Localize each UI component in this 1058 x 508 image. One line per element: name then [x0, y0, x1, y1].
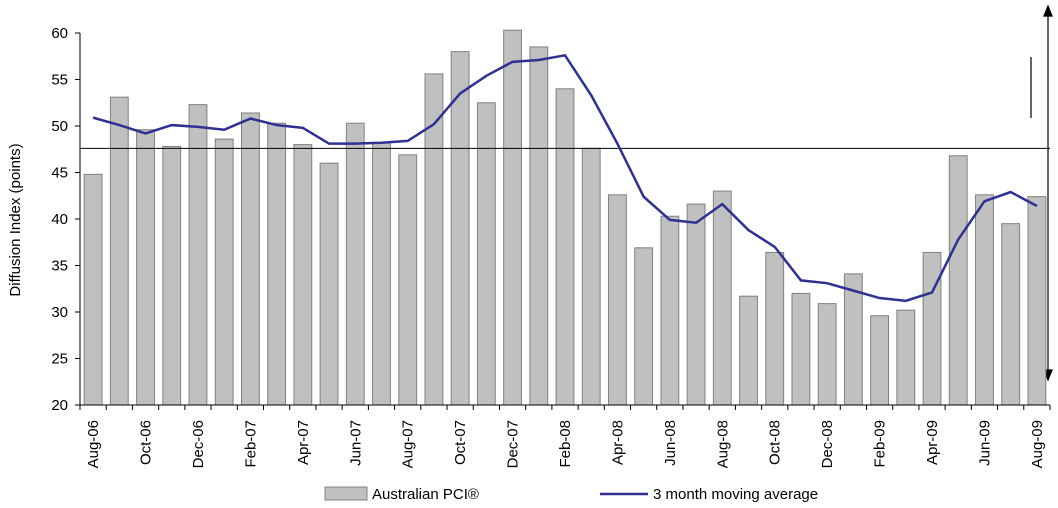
y-axis-title: Diffusion Index (points): [7, 143, 24, 296]
y-tick-label: 55: [51, 72, 68, 89]
x-tick-label: Feb-07: [242, 420, 259, 468]
x-tick-label: Jun-08: [662, 420, 679, 466]
bar: [240, 112, 260, 406]
bar: [450, 51, 470, 406]
bar: [686, 203, 706, 406]
bar: [1027, 196, 1047, 406]
bar: [345, 122, 365, 406]
bar: [608, 194, 627, 406]
bar: [83, 173, 103, 406]
bar: [162, 145, 182, 406]
y-tick-label: 45: [51, 165, 68, 182]
bar: [372, 142, 391, 406]
y-tick-label: 50: [51, 118, 68, 135]
x-tick-label: Apr-07: [295, 420, 312, 465]
x-tick-label: Feb-08: [557, 420, 574, 468]
bar: [975, 194, 994, 406]
bar: [503, 29, 522, 406]
x-tick-label: Dec-07: [505, 420, 522, 468]
legend-label: Australian PCI®: [372, 486, 479, 503]
x-tick-label: Oct-06: [138, 420, 155, 465]
x-tick-label: Aug-08: [714, 420, 731, 468]
x-tick-label: Jun-09: [976, 420, 993, 466]
bar: [870, 315, 890, 406]
bar: [739, 295, 758, 406]
x-tick-label: Aug-06: [85, 420, 102, 468]
bar: [660, 215, 680, 406]
x-tick-label: Oct-08: [767, 420, 784, 465]
x-tick-label: Aug-09: [1029, 420, 1046, 468]
bar: [791, 292, 811, 406]
bar: [109, 96, 129, 406]
bar: [188, 104, 208, 406]
x-tick-label: Feb-09: [872, 420, 889, 468]
bar: [398, 154, 418, 406]
x-tick-label: Oct-07: [452, 420, 469, 465]
bar: [214, 138, 234, 406]
bar: [267, 122, 287, 406]
x-tick-label: Dec-08: [819, 420, 836, 468]
y-tick-label: 35: [51, 258, 68, 275]
bar: [136, 129, 155, 406]
legend-swatch: [324, 486, 368, 501]
y-tick-label: 30: [51, 304, 68, 321]
bar: [529, 46, 549, 406]
line: [92, 53, 1038, 303]
x-tick-label: Apr-08: [609, 420, 626, 465]
y-tick-label: 25: [51, 351, 68, 368]
bar: [817, 303, 837, 406]
y-tick-label: 60: [51, 25, 68, 42]
legend-label: 3 month moving average: [653, 486, 818, 503]
bar: [1001, 223, 1021, 406]
bar: [948, 155, 968, 406]
bar: [922, 251, 942, 406]
bar: [896, 309, 916, 406]
x-tick-label: Aug-07: [400, 420, 417, 468]
bar: [634, 247, 654, 406]
x-tick-label: Apr-09: [924, 420, 941, 465]
x-tick-label: Jun-07: [347, 420, 364, 466]
y-tick-label: 40: [51, 211, 68, 228]
x-tick-label: Dec-06: [190, 420, 207, 468]
bar: [581, 147, 601, 406]
bar: [712, 190, 732, 406]
bar: [555, 88, 575, 406]
bar: [765, 251, 785, 406]
bar: [293, 144, 313, 406]
y-tick-label: 20: [51, 397, 68, 414]
bar: [319, 162, 339, 406]
